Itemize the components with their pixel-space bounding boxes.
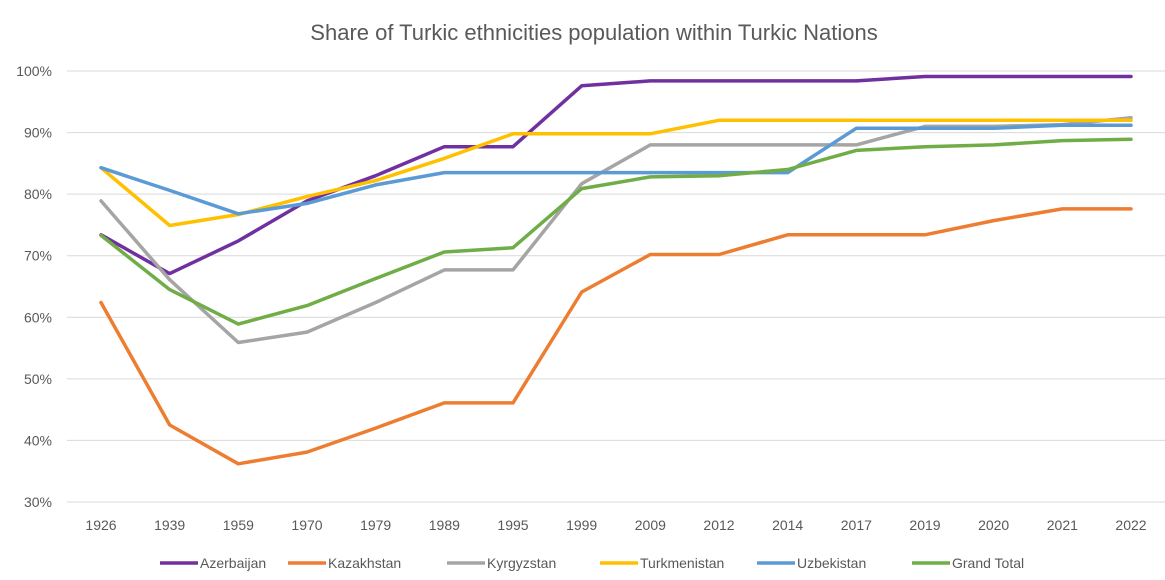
- x-tick-label: 1939: [154, 517, 185, 533]
- x-tick-label: 2020: [978, 517, 1009, 533]
- x-tick-label: 2009: [635, 517, 666, 533]
- legend-item: Turkmenistan: [600, 555, 724, 571]
- legend-item: Kyrgyzstan: [447, 555, 556, 571]
- legend: Azerbaijan Kazakhstan Kyrgyzstan Turkmenist…: [160, 555, 1024, 571]
- series-lines: [99, 74, 1133, 466]
- y-tick-label: 50%: [24, 371, 52, 387]
- x-tick-label: 2012: [703, 517, 734, 533]
- legend-label: Uzbekistan: [797, 555, 866, 571]
- x-tick-label: 2021: [1047, 517, 1078, 533]
- series-line-grand-total: [99, 137, 1133, 326]
- x-tick-label: 1970: [291, 517, 322, 533]
- x-tick-label: 1989: [429, 517, 460, 533]
- gridlines: [67, 70, 1165, 503]
- x-tick-label: 1999: [566, 517, 597, 533]
- y-tick-label: 90%: [24, 125, 52, 141]
- x-tick-label: 1959: [223, 517, 254, 533]
- legend-label: Azerbaijan: [200, 555, 266, 571]
- series-line-azerbaijan: [99, 74, 1133, 276]
- legend-label: Kyrgyzstan: [487, 555, 556, 571]
- x-axis-ticks: 1926 1939 1959 1970 1979 1989 1995 1999 2009 2012…: [85, 517, 1146, 533]
- y-tick-label: 40%: [24, 432, 52, 448]
- series-line-kyrgyzstan: [99, 116, 1133, 345]
- x-tick-label: 1995: [497, 517, 528, 533]
- series-line-kazakhstan: [99, 207, 1133, 466]
- x-tick-label: 1979: [360, 517, 391, 533]
- y-tick-label: 100%: [16, 63, 52, 79]
- legend-label: Grand Total: [952, 555, 1024, 571]
- x-tick-label: 2019: [909, 517, 940, 533]
- x-tick-label: 2022: [1115, 517, 1146, 533]
- series-line-uzbekistan: [99, 123, 1133, 216]
- y-tick-label: 60%: [24, 309, 52, 325]
- y-axis-ticks: 30% 40% 50% 60% 70% 80% 90% 100%: [16, 63, 52, 510]
- legend-item: Azerbaijan: [160, 555, 266, 571]
- chart-title: Share of Turkic ethnicities population w…: [310, 20, 877, 45]
- x-tick-label: 2014: [772, 517, 803, 533]
- legend-label: Kazakhstan: [328, 555, 401, 571]
- legend-item: Kazakhstan: [288, 555, 401, 571]
- y-tick-label: 30%: [24, 494, 52, 510]
- y-tick-label: 70%: [24, 248, 52, 264]
- y-tick-label: 80%: [24, 186, 52, 202]
- x-tick-label: 2017: [841, 517, 872, 533]
- legend-item: Grand Total: [912, 555, 1024, 571]
- legend-item: Uzbekistan: [757, 555, 866, 571]
- series-line-turkmenistan: [99, 118, 1133, 228]
- x-tick-label: 1926: [85, 517, 116, 533]
- legend-label: Turkmenistan: [640, 555, 724, 571]
